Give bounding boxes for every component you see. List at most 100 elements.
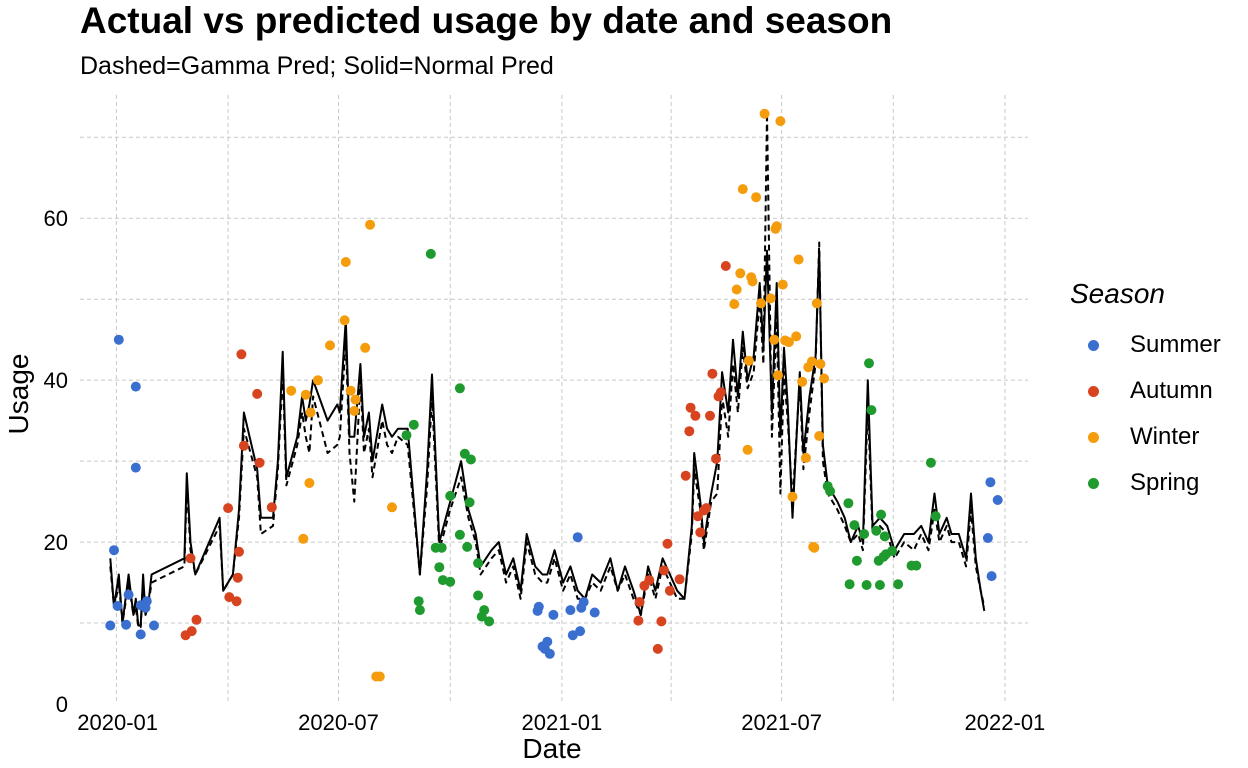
point-winter bbox=[742, 444, 753, 455]
point-spring bbox=[473, 558, 484, 569]
point-spring bbox=[454, 529, 465, 540]
point-summer bbox=[986, 571, 997, 582]
dashed-prediction-line bbox=[109, 112, 986, 629]
point-spring bbox=[825, 486, 836, 497]
point-spring bbox=[876, 509, 887, 520]
y-tick-label: 0 bbox=[56, 692, 68, 717]
point-autumn bbox=[644, 575, 655, 586]
point-autumn bbox=[685, 402, 696, 413]
x-tick-label: 2020-07 bbox=[298, 710, 379, 735]
point-winter bbox=[298, 533, 309, 544]
point-summer bbox=[567, 630, 578, 641]
point-spring bbox=[434, 562, 445, 573]
point-winter bbox=[773, 370, 783, 381]
point-summer bbox=[542, 636, 553, 647]
legend-item-spring: Spring bbox=[1070, 460, 1221, 506]
point-summer bbox=[544, 648, 555, 659]
point-winter bbox=[769, 334, 780, 345]
prediction-lines bbox=[109, 112, 986, 629]
legend: Season Summer Autumn Winter Spring bbox=[1070, 278, 1221, 506]
point-autumn bbox=[715, 387, 726, 398]
point-summer bbox=[589, 607, 600, 618]
point-spring bbox=[866, 405, 877, 416]
point-autumn bbox=[234, 546, 244, 557]
point-winter bbox=[783, 337, 794, 348]
point-spring bbox=[849, 520, 860, 531]
point-winter bbox=[340, 257, 351, 267]
point-winter bbox=[374, 671, 385, 682]
legend-items: Summer Autumn Winter Spring bbox=[1070, 322, 1221, 506]
point-winter bbox=[731, 284, 742, 295]
point-autumn bbox=[223, 503, 234, 514]
point-spring bbox=[861, 580, 872, 590]
point-spring bbox=[911, 560, 922, 571]
point-autumn bbox=[658, 565, 669, 576]
y-tick-label: 60 bbox=[44, 206, 68, 231]
point-autumn bbox=[680, 470, 691, 481]
point-spring bbox=[930, 511, 941, 522]
point-spring bbox=[445, 490, 456, 501]
x-axis-label: Date bbox=[522, 733, 581, 764]
point-summer bbox=[141, 596, 152, 607]
legend-item-winter: Winter bbox=[1070, 414, 1221, 460]
point-spring bbox=[874, 580, 885, 590]
point-autumn bbox=[224, 592, 235, 603]
legend-item-autumn: Autumn bbox=[1070, 368, 1221, 414]
legend-swatch bbox=[1088, 339, 1099, 351]
point-spring bbox=[462, 541, 473, 552]
point-winter bbox=[365, 219, 376, 230]
point-autumn bbox=[690, 410, 701, 421]
y-tick-label: 40 bbox=[44, 368, 68, 393]
point-winter bbox=[751, 192, 762, 203]
point-autumn bbox=[662, 538, 673, 549]
point-winter bbox=[814, 431, 825, 441]
point-summer bbox=[149, 620, 159, 631]
point-summer bbox=[572, 532, 583, 543]
point-spring bbox=[473, 590, 484, 601]
point-summer bbox=[533, 601, 544, 612]
point-autumn bbox=[711, 453, 721, 464]
legend-label: Winter bbox=[1130, 423, 1200, 450]
point-spring bbox=[925, 457, 936, 468]
point-summer bbox=[123, 589, 134, 600]
point-autumn bbox=[695, 527, 706, 538]
point-winter bbox=[300, 389, 311, 400]
point-spring bbox=[844, 579, 855, 590]
point-winter bbox=[793, 254, 804, 265]
point-winter bbox=[305, 407, 316, 418]
legend-swatch bbox=[1088, 431, 1099, 443]
point-summer bbox=[135, 629, 146, 640]
point-autumn bbox=[186, 626, 197, 637]
point-spring bbox=[464, 497, 475, 508]
point-autumn bbox=[652, 643, 663, 654]
point-winter bbox=[811, 298, 822, 309]
point-spring bbox=[414, 605, 425, 616]
point-autumn bbox=[232, 572, 243, 583]
point-autumn bbox=[707, 368, 718, 379]
y-tick-label: 20 bbox=[44, 530, 68, 555]
point-winter bbox=[787, 491, 798, 502]
x-tick-label: 2021-01 bbox=[522, 710, 603, 735]
axis-ticks: 0 20 40 60 2020-01 2020-07 2021-01 2021-07 2022-… bbox=[44, 206, 1046, 735]
point-spring bbox=[401, 430, 412, 441]
point-autumn bbox=[656, 616, 667, 627]
point-summer bbox=[113, 334, 124, 345]
point-winter bbox=[809, 542, 820, 553]
point-spring bbox=[864, 358, 874, 369]
point-winter bbox=[759, 108, 770, 119]
point-winter bbox=[765, 293, 776, 304]
point-autumn bbox=[705, 410, 715, 421]
point-spring bbox=[871, 525, 882, 536]
point-spring bbox=[893, 579, 904, 590]
point-spring bbox=[408, 419, 419, 430]
point-autumn bbox=[236, 349, 247, 360]
point-summer bbox=[565, 605, 576, 616]
point-autumn bbox=[252, 388, 263, 399]
x-tick-label: 2021-07 bbox=[741, 710, 822, 735]
point-winter bbox=[743, 355, 754, 366]
point-summer bbox=[578, 597, 589, 607]
chart-subtitle: Dashed=Gamma Pred; Solid=Normal Pred bbox=[80, 52, 554, 80]
point-winter bbox=[797, 376, 808, 387]
point-autumn bbox=[191, 614, 202, 625]
point-winter bbox=[339, 315, 350, 326]
